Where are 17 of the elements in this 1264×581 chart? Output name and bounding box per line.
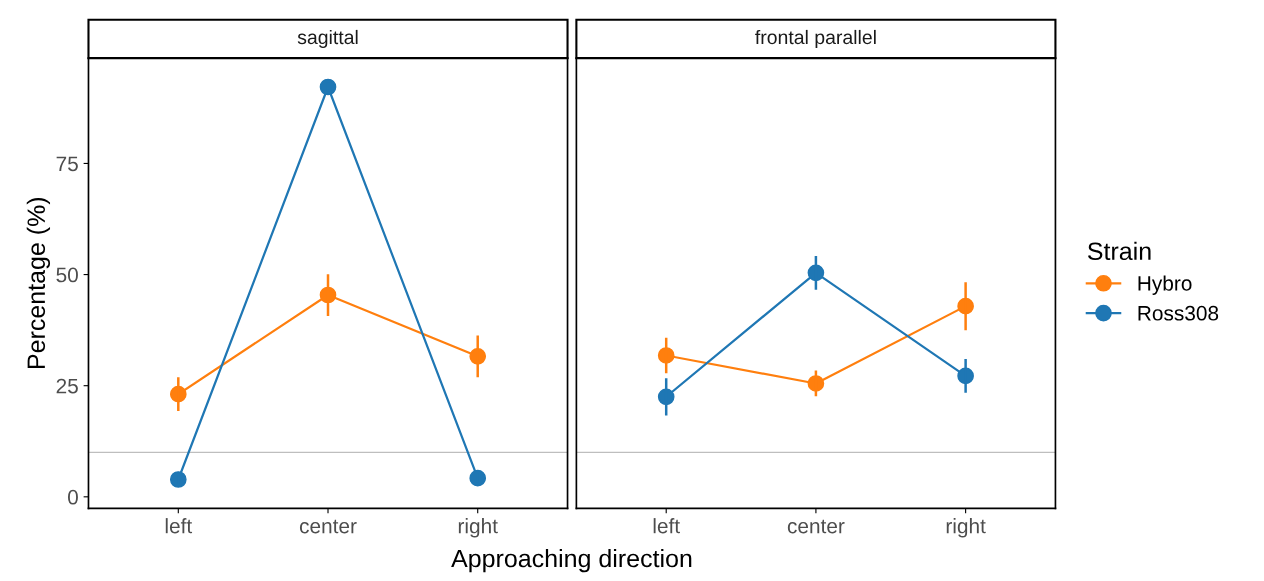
chart-title: sagittal: [297, 29, 358, 49]
y-axis-title: Percentage (%): [26, 197, 51, 369]
x-tick-label: right: [946, 518, 986, 538]
legend-label: Hybro: [1138, 275, 1192, 295]
x-tick-label: center: [299, 519, 357, 534]
y-tick-label: 25: [56, 378, 78, 394]
x-tick-label: left: [653, 518, 680, 534]
x-axis-title: Approaching direction: [451, 548, 692, 573]
x-tick-label: right: [458, 518, 498, 538]
chart-title: frontal parallel: [755, 29, 876, 49]
legend-label: Ross308: [1138, 305, 1219, 321]
x-tick-label: center: [787, 519, 845, 534]
y-tick-label: 50: [56, 267, 78, 283]
legend-title: Strain: [1087, 241, 1151, 261]
y-tick-label: 0: [67, 489, 78, 505]
y-tick-label: 75: [56, 156, 78, 172]
x-tick-label: left: [165, 518, 193, 534]
